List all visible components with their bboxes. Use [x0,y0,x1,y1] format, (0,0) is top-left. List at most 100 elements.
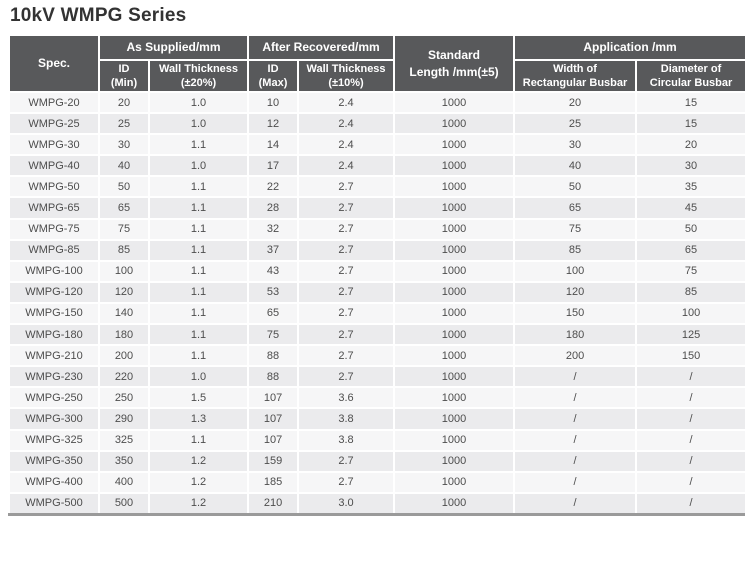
wall_recovered-cell: 3.0 [297,491,396,513]
wall_supplied-cell: 1.2 [147,470,250,494]
standard_length-cell: 1000 [393,365,516,389]
standard_length-cell: 1000 [393,470,516,494]
wall_recovered-cell: 2.7 [297,323,396,347]
spec-cell: WMPG-150 [8,301,100,326]
standard_length-cell: 1000 [393,133,516,157]
table-row: WMPG-75 75 1.1 32 2.7 1000 75 50 [8,217,748,241]
wall_supplied-cell: 1.2 [147,449,250,473]
column-header-standard-length: Standard Length /mm(±5) [393,34,516,93]
spec-table: Spec. As Supplied/mm After Recovered/mm … [8,34,748,513]
column-header-spec: Spec. [8,34,100,93]
table-row: WMPG-150 140 1.1 65 2.7 1000 150 100 [8,301,748,326]
width_rect-cell: 50 [513,175,638,199]
id_max-cell: 75 [247,323,300,347]
width_rect-cell: / [513,449,638,473]
table-row: WMPG-65 65 1.1 28 2.7 1000 65 45 [8,196,748,220]
header-group-row: Spec. As Supplied/mm After Recovered/mm … [8,34,748,93]
dia_circ-cell: / [635,470,748,494]
table-row: WMPG-300 290 1.3 107 3.8 1000// [8,407,748,431]
wall_supplied-cell: 1.1 [147,259,250,283]
standard_length-cell: 1000 [393,301,516,326]
width_rect-cell: 200 [513,344,638,368]
id_max-cell: 22 [247,175,300,199]
column-header-id-min: ID (Min) [98,59,150,93]
width_rect-cell: / [513,491,638,513]
dia_circ-cell: 30 [635,154,748,178]
spec-cell: WMPG-325 [8,428,100,452]
dia_circ-cell: 15 [635,90,748,115]
standard_length-cell: 1000 [393,428,516,452]
table-row: WMPG-210 200 1.1 88 2.7 1000 200 150 [8,344,748,368]
spec-cell: WMPG-85 [8,238,100,262]
wall_recovered-cell: 2.7 [297,175,396,199]
id_max-cell: 12 [247,112,300,136]
dia_circ-cell: 35 [635,175,748,199]
dia_circ-cell: 85 [635,280,748,304]
wall_recovered-cell: 2.7 [297,259,396,283]
standard_length-cell: 1000 [393,386,516,410]
standard_length-cell: 1000 [393,217,516,241]
id_max-cell: 65 [247,301,300,326]
wall_supplied-cell: 1.0 [147,154,250,178]
id_min-cell: 325 [98,428,150,452]
wall_supplied-cell: 1.1 [147,323,250,347]
standard_length-cell: 1000 [393,112,516,136]
spec-cell: WMPG-100 [8,259,100,283]
dia_circ-cell: 65 [635,238,748,262]
wall_supplied-cell: 1.2 [147,491,250,513]
id_max-cell: 107 [247,386,300,410]
width_rect-cell: 65 [513,196,638,220]
spec-cell: WMPG-250 [8,386,100,410]
id_min-cell: 350 [98,449,150,473]
standard_length-cell: 1000 [393,323,516,347]
spec-cell: WMPG-120 [8,280,100,304]
spec-cell: WMPG-50 [8,175,100,199]
width_rect-cell: 150 [513,301,638,326]
standard_length-cell: 1000 [393,449,516,473]
wall_recovered-cell: 2.7 [297,344,396,368]
standard_length-cell: 1000 [393,196,516,220]
id_max-cell: 43 [247,259,300,283]
standard_length-cell: 1000 [393,344,516,368]
id_min-cell: 400 [98,470,150,494]
id_max-cell: 88 [247,344,300,368]
table-row: WMPG-30 30 1.1 14 2.4 1000 30 20 [8,133,748,157]
table-row: WMPG-500 500 1.2 210 3.0 1000// [8,491,748,513]
spec-cell: WMPG-500 [8,491,100,513]
table-row: WMPG-350 350 1.2 159 2.7 1000// [8,449,748,473]
standard_length-cell: 1000 [393,280,516,304]
id_max-cell: 32 [247,217,300,241]
standard_length-cell: 1000 [393,238,516,262]
table-body: WMPG-20 20 1.0 10 2.4 1000 20 15 WMPG-25 25 1.0 12 2… [8,90,748,513]
standard_length-cell: 1000 [393,491,516,513]
page-title: 10kV WMPG Series [10,5,187,26]
spec-cell: WMPG-300 [8,407,100,431]
column-group-after-recovered: After Recovered/mm [247,34,396,61]
table-row: WMPG-100 100 1.1 43 2.7 1000 100 75 [8,259,748,283]
dia_circ-cell: / [635,491,748,513]
spec-cell: WMPG-65 [8,196,100,220]
width_rect-cell: / [513,470,638,494]
id_min-cell: 75 [98,217,150,241]
dia_circ-cell: / [635,386,748,410]
standard_length-cell: 1000 [393,90,516,115]
width_rect-cell: 30 [513,133,638,157]
width_rect-cell: 85 [513,238,638,262]
wall_supplied-cell: 1.1 [147,280,250,304]
wall_supplied-cell: 1.1 [147,133,250,157]
table-header: Spec. As Supplied/mm After Recovered/mm … [8,34,748,93]
column-header-id-max: ID (Max) [247,59,300,93]
spec-table-wrapper: Spec. As Supplied/mm After Recovered/mm … [8,34,748,516]
id_max-cell: 10 [247,90,300,115]
dia_circ-cell: / [635,407,748,431]
wall_recovered-cell: 2.7 [297,217,396,241]
id_max-cell: 14 [247,133,300,157]
wall_supplied-cell: 1.1 [147,344,250,368]
id_min-cell: 100 [98,259,150,283]
id_min-cell: 140 [98,301,150,326]
table-row: WMPG-230 220 1.0 88 2.7 1000// [8,365,748,389]
column-header-width-rect-busbar: Width of Rectangular Busbar [513,59,638,93]
width_rect-cell: / [513,365,638,389]
id_min-cell: 40 [98,154,150,178]
column-group-application: Application /mm [513,34,748,61]
